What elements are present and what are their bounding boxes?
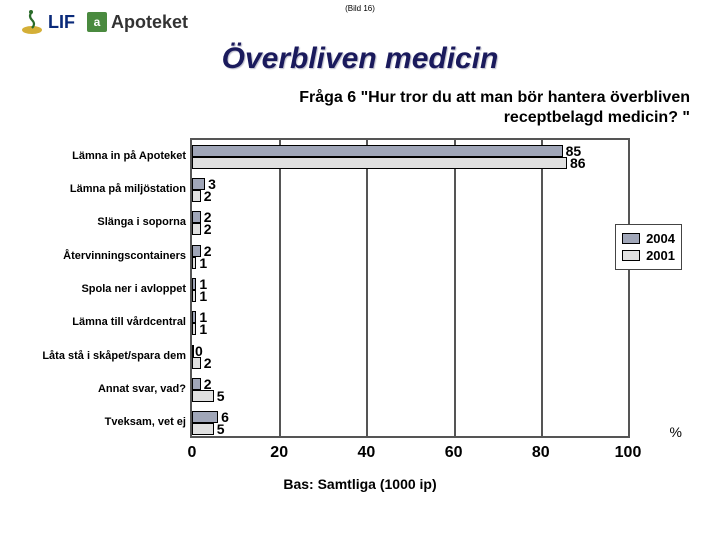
bar	[192, 311, 196, 323]
bar-chart: 2004 2001 0 20 40 60 80 100 Lämna in på Apotek…	[30, 138, 690, 468]
bar	[192, 423, 214, 435]
percent-label: %	[670, 424, 682, 440]
bar-value: 1	[199, 255, 207, 271]
slide-number: (Bild 16)	[345, 4, 375, 13]
category-label: Lämna till vårdcentral	[36, 316, 186, 328]
chart-row: Slänga i soporna22	[192, 207, 628, 240]
bar	[192, 211, 201, 223]
bar-value: 2	[204, 221, 212, 237]
bar	[192, 290, 196, 302]
chart-row: Låta stå i skåpet/spara dem02	[192, 340, 628, 373]
x-tick: 0	[188, 444, 197, 462]
bar	[192, 411, 218, 423]
category-label: Tveksam, vet ej	[36, 416, 186, 428]
page-title: Överbliven medicin	[0, 42, 720, 76]
chart-row: Lämna på miljöstation32	[192, 173, 628, 206]
bar	[192, 157, 567, 169]
category-label: Lämna på miljöstation	[36, 183, 186, 195]
bar-value: 86	[570, 155, 586, 171]
category-label: Spola ner i avloppet	[36, 283, 186, 295]
apoteket-text: Apoteket	[111, 12, 188, 33]
legend-item: 2001	[622, 248, 675, 263]
legend-label: 2004	[646, 231, 675, 246]
apoteket-mark: a	[87, 12, 107, 32]
bar	[192, 345, 194, 357]
x-tick: 20	[270, 444, 288, 462]
chart-row: Lämna in på Apoteket8586	[192, 140, 628, 173]
bar-value: 2	[204, 355, 212, 371]
legend-label: 2001	[646, 248, 675, 263]
snake-icon	[20, 8, 44, 36]
bar-value: 1	[199, 321, 207, 337]
plot-area: 2004 2001 020406080100Lämna in på Apotek…	[190, 138, 630, 438]
chart-row: Annat svar, vad?25	[192, 373, 628, 406]
chart-row: Spola ner i avloppet11	[192, 273, 628, 306]
category-label: Lämna in på Apoteket	[36, 150, 186, 162]
category-label: Återvinningscontainers	[36, 250, 186, 262]
bar	[192, 323, 196, 335]
bar	[192, 257, 196, 269]
lif-logo: LIF	[20, 8, 75, 36]
bar	[192, 190, 201, 202]
chart-row: Återvinningscontainers21	[192, 240, 628, 273]
lif-text: LIF	[48, 12, 75, 33]
bar-value: 2	[204, 188, 212, 204]
base-text: Bas: Samtliga (1000 ip)	[0, 476, 720, 492]
bar	[192, 357, 201, 369]
x-tick: 100	[615, 444, 642, 462]
bar-value: 5	[217, 388, 225, 404]
x-tick: 60	[445, 444, 463, 462]
question-text: Fråga 6 "Hur tror du att man bör hantera…	[0, 76, 720, 134]
bar	[192, 378, 201, 390]
bar	[192, 145, 563, 157]
bar	[192, 390, 214, 402]
category-label: Låta stå i skåpet/spara dem	[36, 350, 186, 362]
chart-row: Tveksam, vet ej65	[192, 407, 628, 440]
x-tick: 40	[357, 444, 375, 462]
legend-item: 2004	[622, 231, 675, 246]
x-tick: 80	[532, 444, 550, 462]
bar-value: 1	[199, 288, 207, 304]
bar-value: 5	[217, 421, 225, 437]
chart-row: Lämna till vårdcentral11	[192, 307, 628, 340]
bar	[192, 278, 196, 290]
bar	[192, 223, 201, 235]
apoteket-logo: a Apoteket	[87, 12, 188, 33]
category-label: Slänga i soporna	[36, 216, 186, 228]
header: LIF a Apoteket (Bild 16)	[0, 0, 720, 40]
category-label: Annat svar, vad?	[36, 383, 186, 395]
